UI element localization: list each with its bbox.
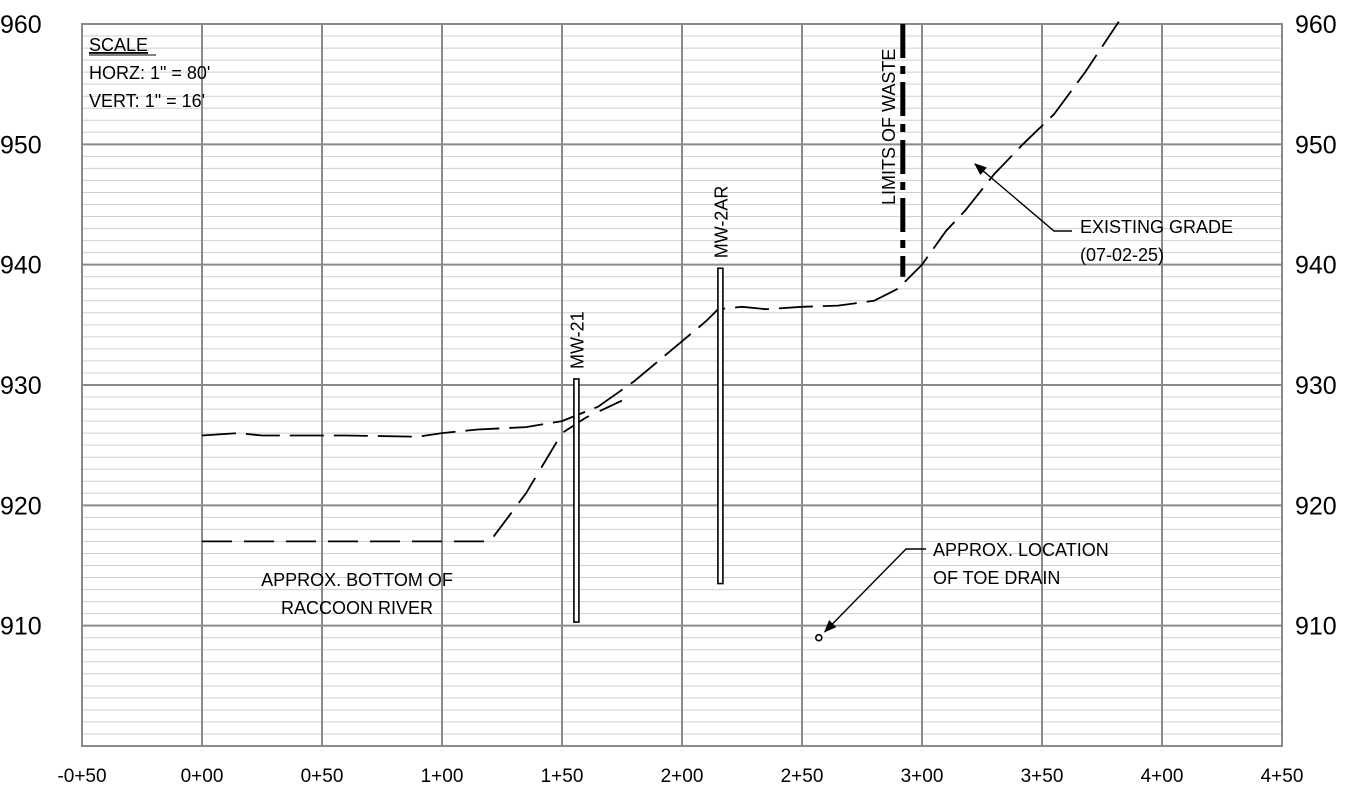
y-tick-label-right: 920 [1295,492,1337,520]
well-label-mw-21: MW-21 [567,311,587,369]
plot-frame [81,23,1283,747]
existing-grade-leader [974,163,1072,232]
x-tick-label: 0+50 [301,766,344,787]
x-tick-label: 1+00 [421,766,464,787]
well-mw-2ar [717,267,724,585]
x-tick-label: -0+50 [57,766,106,787]
existing-grade-label-line1: EXISTING GRADE [1080,217,1233,237]
scale-vertical: VERT: 1" = 16' [89,91,205,111]
x-tick-label: 4+50 [1261,766,1304,787]
plot-border [81,23,1283,747]
x-tick-label: 3+50 [1021,766,1064,787]
river-label-line2: RACCOON RIVER [281,598,433,618]
toe-drain-marker [814,633,823,642]
toe-drain-leader [823,548,926,633]
series-line-river-bottom [202,399,623,543]
scale-heading: SCALE [89,35,148,55]
well-mw-21 [573,378,580,623]
grid [81,23,1283,746]
y-tick-label-right: 910 [1295,613,1337,641]
well-label-mw-2ar: MW-2AR [711,186,731,259]
river-label-line1: APPROX. BOTTOM OF [261,570,453,590]
existing-grade-label-line2: (07-02-25) [1080,245,1164,265]
profile-lines [201,21,1120,543]
y-tick-label-left: 930 [0,372,42,400]
y-tick-label-left: 950 [0,131,42,159]
x-tick-label: 3+00 [901,766,944,787]
y-tick-label-right: 940 [1295,252,1337,280]
x-tick-label: 2+00 [661,766,704,787]
x-tick-label: 4+00 [1141,766,1184,787]
x-tick-label: 0+00 [181,766,224,787]
annotations: APPROX. LOCATION OF TOE DRAIN EXISTING GRA… [89,35,1233,633]
x-tick-label: 2+50 [781,766,824,787]
y-tick-label-right: 950 [1295,131,1337,159]
y-tick-label-left: 910 [0,613,42,641]
limits-of-waste-label: LIMITS OF WASTE [879,49,899,205]
features: MW-21 MW-2AR LIMITS OF WASTE [567,24,906,642]
y-tick-label-left: 960 [0,11,42,39]
x-tick-label: 1+50 [541,766,584,787]
y-tick-label-left: 920 [0,492,42,520]
y-tick-label-left: 940 [0,252,42,280]
tick-labels: 910 910 920 920 930 930 940 940 950 950 960 960 -0+5… [0,11,1337,787]
series-line-existing-grade [201,21,1120,438]
toe-drain-label-line1: APPROX. LOCATION [933,540,1109,560]
toe-drain-label-line2: OF TOE DRAIN [933,568,1060,588]
y-tick-label-right: 960 [1295,11,1337,39]
scale-horizontal: HORZ: 1" = 80' [89,63,210,83]
y-tick-label-right: 930 [1295,372,1337,400]
